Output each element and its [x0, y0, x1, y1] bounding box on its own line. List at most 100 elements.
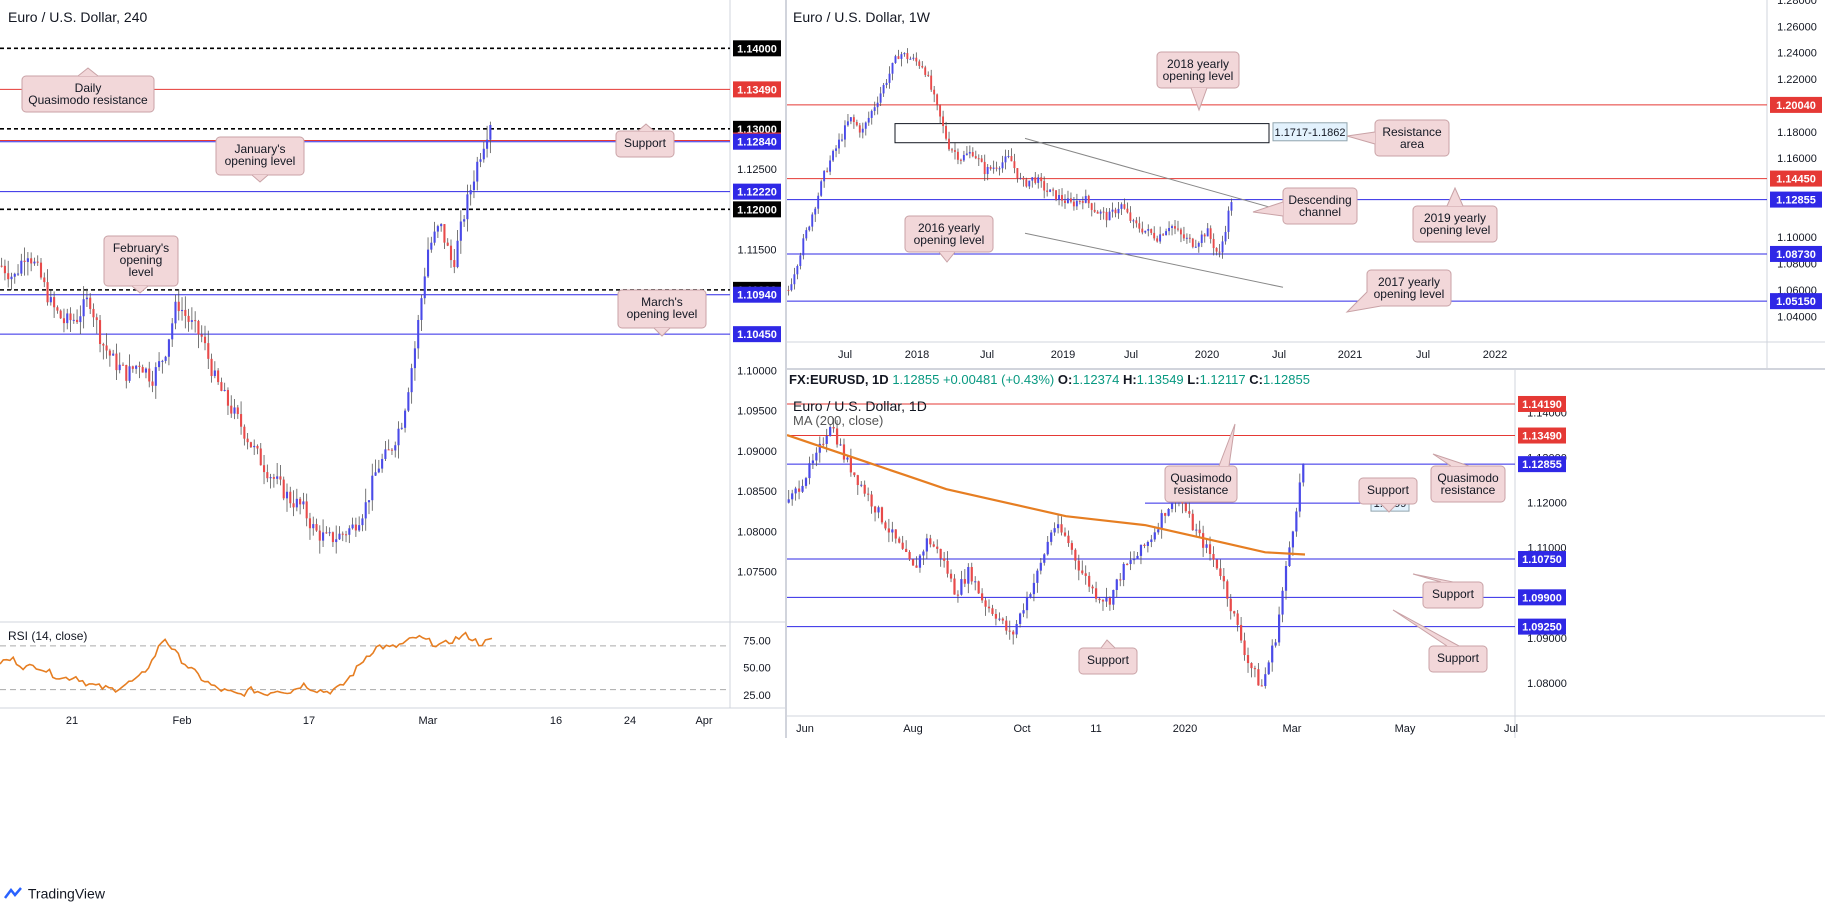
- candle-body: [469, 190, 472, 195]
- h4-time-tick: 24: [624, 715, 636, 727]
- candle-body: [1066, 198, 1069, 204]
- candle-body: [817, 195, 820, 209]
- candle-body: [1123, 204, 1126, 209]
- w1-price-chart[interactable]: 1.28000 1.26000 1.24000 1.22000 1.18000 1.160…: [787, 0, 1825, 368]
- candle-body: [949, 573, 953, 579]
- candle-body: [799, 255, 802, 266]
- candle-body: [456, 240, 459, 268]
- tradingview-footer[interactable]: TradingView: [4, 884, 105, 901]
- candle-body: [108, 350, 111, 356]
- h4-level-label: 1.14000: [737, 43, 777, 55]
- candle-body: [820, 181, 823, 196]
- w1-time-tick: 2018: [905, 349, 929, 361]
- rsi-tick: 50.00: [743, 663, 771, 675]
- candle-body: [891, 529, 894, 533]
- w1-level-label: 1.20040: [1776, 100, 1816, 112]
- candle-body: [1200, 234, 1203, 243]
- candle-body: [1108, 211, 1111, 221]
- candle-body: [348, 528, 351, 535]
- candle-body: [811, 460, 815, 464]
- d1-chart-panel[interactable]: 1.140001.130001.120001.110001.090001.080…: [787, 370, 1825, 738]
- d1-level-label: 1.14190: [1522, 399, 1562, 411]
- candle-body: [39, 262, 43, 278]
- h4-level-label-bg: [733, 133, 781, 150]
- w1-level-label: 1.12855: [1776, 195, 1816, 207]
- w1-chart-panel[interactable]: 1.28000 1.26000 1.24000 1.22000 1.18000 1.160…: [787, 0, 1825, 368]
- w1-resistance-zone: [894, 123, 1270, 144]
- d1-callout-qm-right-pointer: [1432, 453, 1470, 467]
- candle-body: [102, 344, 105, 346]
- candle-body: [980, 158, 983, 162]
- candle-body: [128, 366, 131, 381]
- candle-body: [965, 153, 968, 155]
- candle-body: [1195, 529, 1198, 531]
- candle-body: [1112, 589, 1115, 605]
- candle-body: [915, 57, 918, 62]
- h4-level-label: 1.12000: [737, 204, 777, 216]
- candle-body: [404, 410, 407, 428]
- panel-divider-horizontal[interactable]: [787, 368, 1825, 370]
- candle-body: [1102, 211, 1105, 213]
- candle-body: [223, 389, 226, 391]
- candle-body: [870, 494, 873, 507]
- d1-level-label-bg: [1518, 589, 1566, 606]
- w1-zone-label: 1.1717-1.1862: [1275, 127, 1346, 139]
- d1-price-chart[interactable]: 1.140001.130001.120001.110001.090001.080…: [787, 370, 1825, 738]
- ma-indicator-label: MA (200, close): [793, 413, 884, 428]
- h4-level-label: 1.13490: [737, 84, 777, 96]
- last-price: 1.12855: [892, 372, 940, 387]
- candle-body: [292, 503, 295, 508]
- candle-body: [1227, 210, 1230, 232]
- candle-body: [915, 565, 918, 568]
- d1-level-label-bg: [1518, 427, 1566, 444]
- candle-body: [1153, 232, 1156, 239]
- candle-body: [171, 323, 174, 340]
- candle-body: [272, 477, 275, 479]
- h4-chart-panel[interactable]: 1.12500 1.11500 1.10000 1.09500 1.09000 1.085…: [0, 0, 785, 738]
- candle-body: [1117, 208, 1120, 214]
- candle-body: [1015, 623, 1018, 635]
- candle-body: [1159, 234, 1162, 242]
- candle-body: [1176, 228, 1179, 230]
- candle-body: [1053, 528, 1056, 533]
- candle-body: [991, 608, 994, 614]
- h4-price-chart[interactable]: 1.12500 1.11500 1.10000 1.09500 1.09000 1.085…: [0, 0, 785, 738]
- w1-price-tick: 1.04000: [1777, 311, 1817, 323]
- d1-level-label-bg: [1518, 456, 1566, 473]
- h4-level-label-bg: [733, 201, 781, 218]
- candle-body: [1008, 630, 1011, 632]
- candle-body: [430, 242, 433, 250]
- h4-callout-february-pointer: [131, 285, 149, 294]
- candle-body: [318, 530, 321, 541]
- candle-body: [20, 260, 23, 274]
- candle-body: [305, 501, 308, 519]
- candle-body: [898, 538, 901, 543]
- panel-divider-vertical[interactable]: [785, 0, 787, 738]
- candle-body: [1093, 209, 1096, 212]
- candle-body: [995, 167, 998, 169]
- w1-level-label: 1.08730: [1776, 249, 1816, 261]
- candle-body: [1164, 513, 1167, 516]
- candle-body: [236, 407, 239, 415]
- candle-body: [43, 277, 46, 283]
- candle-body: [900, 54, 903, 59]
- candle-body: [417, 319, 420, 349]
- candle-body: [1302, 463, 1305, 483]
- candle-body: [1139, 544, 1143, 556]
- candle-body: [1115, 579, 1118, 590]
- candle-body: [1191, 238, 1194, 247]
- candle-body: [1043, 181, 1046, 191]
- h4-level-label: 1.12220: [737, 187, 777, 199]
- h4-level-label: 1.10450: [737, 329, 777, 341]
- candle-body: [971, 152, 974, 157]
- candle-body: [1162, 234, 1165, 236]
- candle-body: [939, 548, 942, 559]
- candle-body: [1007, 156, 1010, 158]
- candle-body: [1119, 579, 1122, 581]
- candle-body: [943, 558, 946, 561]
- candle-body: [903, 53, 906, 55]
- d1-callout-qm-left-text: resistance: [1174, 483, 1229, 497]
- candle-body: [998, 618, 1001, 620]
- h4-time-tick: Mar: [419, 715, 438, 727]
- candle-body: [1298, 482, 1301, 512]
